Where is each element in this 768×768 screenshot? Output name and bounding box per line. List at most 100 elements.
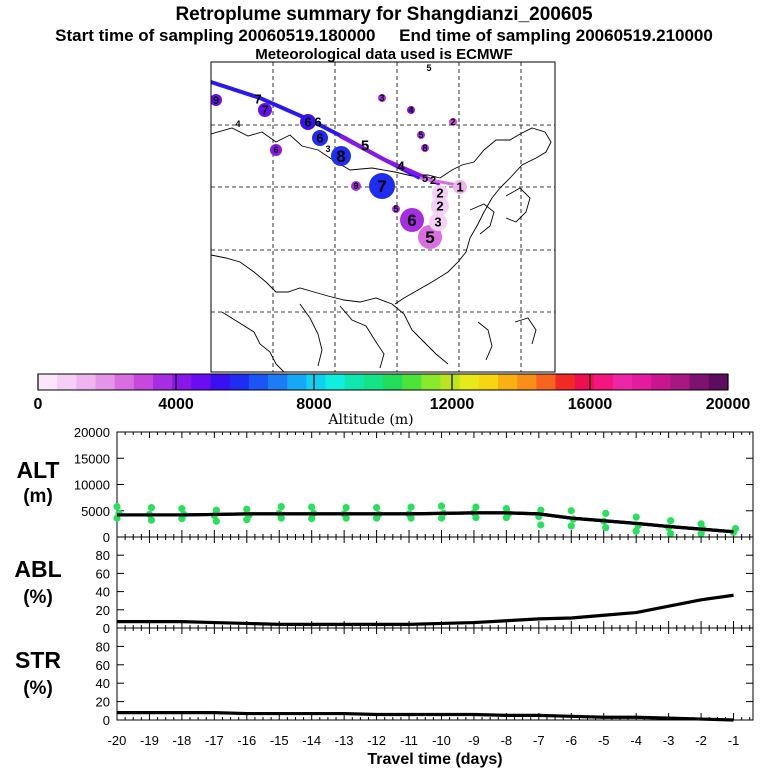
plume-label-25: 5: [426, 63, 431, 73]
altitude-point-38: [502, 513, 510, 522]
altitude-point-33: [472, 503, 480, 511]
xtick-label-19: -1: [728, 733, 740, 748]
colorbar-cell-32: [651, 374, 671, 390]
colorbar-cell-35: [708, 374, 729, 390]
altitude-point-53: [667, 530, 675, 538]
altitude-point-30: [437, 502, 446, 510]
ytick-label-alt-3: 15000: [74, 451, 110, 466]
colorbar-tick-1: 4000: [158, 396, 194, 413]
plume-label-23: 3: [379, 93, 384, 103]
altitude-point-51: [667, 517, 675, 525]
plume-label-2: 5: [393, 204, 398, 214]
plume-label-6: 1: [456, 180, 463, 195]
xtick-label-15: -5: [598, 733, 610, 748]
met-data-note: Meteorological data used is ECMWF: [255, 46, 513, 63]
colorbar-cell-28: [574, 374, 595, 390]
ytick-label-alt-1: 5000: [81, 504, 110, 519]
altitude-point-50: [632, 527, 640, 535]
plume-label-1: 6: [407, 211, 416, 230]
colorbar-cell-17: [363, 374, 384, 390]
xtick-label-4: -16: [237, 733, 256, 748]
plume-circle-12: [331, 146, 351, 166]
panel-label-alt: ALT: [16, 457, 59, 483]
plume-label-26: 2: [450, 117, 455, 127]
xtick-label-5: -15: [270, 733, 289, 748]
plume-label-24: 4: [408, 105, 413, 115]
ytick-label-str-3: 60: [96, 658, 110, 673]
xtick-label-6: -14: [302, 733, 321, 748]
colorbar-cell-4: [114, 374, 135, 390]
ytick-label-abl-0: 0: [103, 621, 110, 636]
plume-circle-23: [378, 94, 386, 102]
altitude-point-11: [212, 517, 220, 525]
plume-circle-5: [432, 185, 448, 201]
altitude-point-56: [697, 530, 705, 538]
colorbar-cell-24: [498, 374, 518, 390]
panel-frame-abl: [116, 536, 754, 629]
altitude-point-8: [178, 515, 186, 523]
altitude-point-12: [243, 505, 251, 513]
plume-circle-27: [417, 131, 425, 139]
plume-label-3: 3: [434, 215, 441, 230]
altitude-point-24: [372, 504, 381, 512]
colorbar-tick-5: 20000: [706, 396, 751, 413]
colorbar-cell-23: [478, 374, 499, 390]
colorbar-cell-6: [153, 374, 173, 390]
panel-label-abl: ABL: [14, 556, 61, 582]
plume-circle-20: [211, 94, 222, 106]
xtick-label-12: -8: [501, 733, 513, 748]
ytick-label-str-1: 20: [96, 695, 110, 710]
colorbar-cell-3: [95, 374, 116, 390]
plume-label-10: 7: [377, 177, 386, 196]
colorbar-cell-9: [210, 374, 231, 390]
plume-circle-16: [300, 114, 316, 130]
altitude-point-32: [437, 514, 446, 522]
xtick-label-13: -7: [533, 733, 545, 748]
x-axis-label: Travel time (days): [367, 751, 502, 768]
plume-label-8: 2: [430, 175, 436, 187]
colorbar-cell-27: [555, 374, 576, 390]
colorbar-tick-4: 16000: [568, 396, 613, 413]
altitude-point-47: [602, 523, 610, 532]
xtick-label-1: -19: [140, 733, 159, 748]
ytick-label-abl-3: 60: [96, 566, 110, 581]
altitude-colorbar: 0 4000 8000 12000 16000 20000 Altitude (m): [34, 373, 751, 428]
altitude-point-3: [147, 504, 156, 512]
colorbar-cell-15: [325, 374, 346, 390]
altitude-point-29: [407, 514, 415, 522]
xtick-label-7: -13: [335, 733, 354, 748]
ytick-label-alt-0: 0: [103, 530, 110, 545]
ytick-label-alt-4: 20000: [74, 425, 110, 440]
colorbar-cell-12: [268, 374, 288, 390]
xtick-label-3: -17: [205, 733, 224, 748]
chart-title: Retroplume summary for Shangdianzi_20060…: [175, 4, 593, 25]
colorbar-cell-5: [133, 374, 154, 390]
plume-circle-28: [421, 144, 429, 152]
colorbar-cell-20: [421, 374, 441, 390]
time-series-panels: 0 5000 10000 15000 20000 ALT (m) 0 20 40 60 80 ABL (%…: [14, 425, 754, 768]
altitude-point-39: [537, 506, 545, 514]
colorbar-cell-10: [229, 374, 250, 390]
plume-label-17: 6: [314, 115, 321, 130]
colorbar-label: Altitude (m): [327, 412, 413, 428]
plume-label-21: 4: [235, 119, 240, 129]
end-time: End time of sampling 20060519.210000: [399, 26, 713, 45]
plume-circle-26: [449, 118, 457, 126]
colorbar-tick-2: 8000: [296, 396, 332, 413]
altitude-point-44: [567, 522, 575, 530]
plume-label-22: 6: [273, 145, 278, 155]
plume-label-18: 7: [261, 103, 268, 118]
altitude-point-23: [342, 514, 350, 522]
colorbar-cell-0: [38, 374, 58, 390]
colorbar-cell-2: [76, 374, 96, 390]
plume-circle-0: [418, 225, 442, 249]
colorbar-cell-13: [287, 374, 307, 390]
altitude-point-5: [147, 516, 156, 524]
plume-circle-2: [392, 205, 400, 213]
plume-circle-18: [258, 103, 272, 117]
xtick-label-2: -18: [172, 733, 191, 748]
xtick-label-14: -6: [566, 733, 578, 748]
